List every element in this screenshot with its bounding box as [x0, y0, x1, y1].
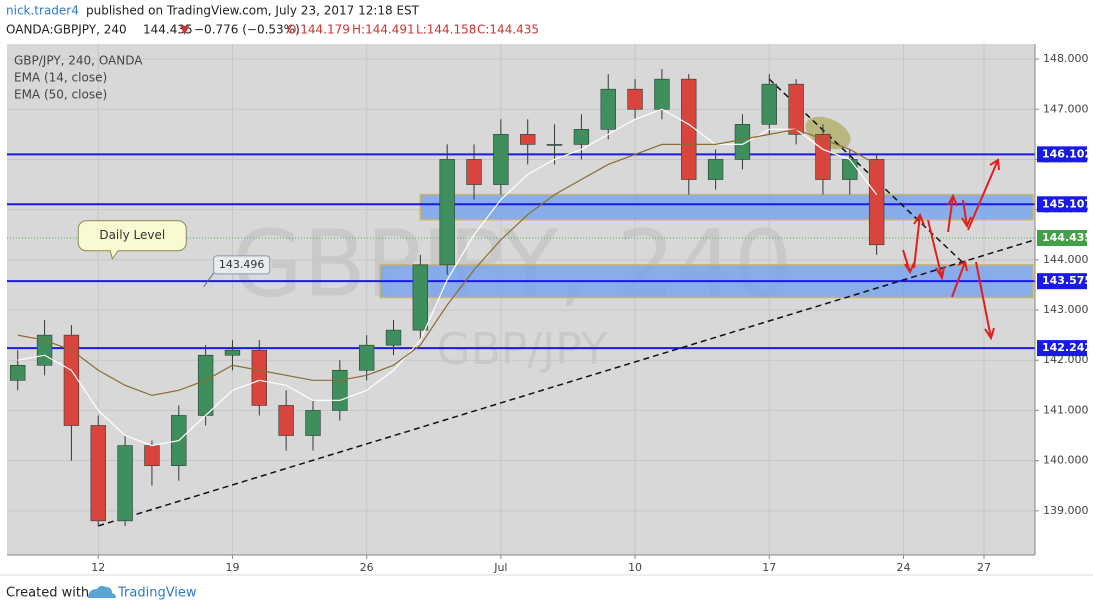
x-tick-label: 12	[91, 561, 105, 574]
candle-body	[600, 88, 616, 130]
candle-body	[493, 134, 509, 185]
y-tick-label: 139.000	[1043, 504, 1089, 517]
legend-ema50: EMA (50, close)	[14, 88, 107, 102]
candle-body	[868, 159, 885, 246]
level-label: 146.102	[1042, 147, 1092, 160]
candle-body	[520, 134, 536, 145]
x-tick-label: 17	[762, 561, 776, 574]
y-tick-label: 148.000	[1043, 52, 1089, 65]
candle-body	[197, 354, 214, 416]
candle-body	[439, 159, 455, 266]
arrow: ▼	[180, 23, 190, 37]
y-tick-label: 140.000	[1043, 454, 1089, 467]
low: L:144.158	[416, 23, 476, 37]
x-tick-label: Jul	[493, 561, 507, 574]
candle-body	[117, 445, 133, 522]
close: C:144.435	[477, 23, 539, 37]
quote-line: OANDA:GBPJPY, 240 144.435 ▼ −0.776 (−0.5…	[6, 23, 539, 37]
change: −0.776 (−0.53%)	[194, 23, 300, 37]
x-tick-label: 19	[225, 561, 239, 574]
legend-ema14: EMA (14, close)	[14, 71, 107, 85]
y-tick-label: 144.000	[1043, 253, 1089, 266]
y-tick-label: 143.000	[1043, 303, 1089, 316]
price-note-label: 143.496	[219, 258, 265, 271]
arrow	[913, 212, 925, 269]
candle-body	[761, 83, 777, 125]
candle-body	[385, 329, 402, 346]
candle-body	[842, 159, 858, 180]
x-tick-label: 27	[977, 561, 991, 574]
watermark: GBPJPY, 240	[232, 210, 793, 317]
candle-body	[707, 159, 724, 180]
level-tag	[1037, 146, 1087, 163]
logo	[88, 585, 116, 598]
candle-body	[573, 129, 590, 145]
arrow	[947, 193, 958, 233]
footer-brand[interactable]: TradingView	[117, 586, 197, 601]
candle-body	[654, 78, 670, 110]
x-tick-label: 24	[896, 561, 910, 574]
candle-body	[627, 88, 643, 110]
candle-body	[546, 144, 563, 146]
candle-body	[305, 410, 321, 436]
arrow	[967, 158, 1000, 231]
ema-line	[17, 108, 878, 447]
level-label: 142.242	[1042, 341, 1092, 354]
candle-body	[90, 425, 106, 522]
trendline	[98, 239, 1036, 527]
plot: Daily Level 143.496	[7, 44, 1036, 555]
candle-body	[144, 445, 160, 466]
candle-body	[332, 369, 348, 411]
open: O:144.179	[287, 23, 350, 37]
zone	[419, 193, 1034, 221]
level-tag	[1037, 196, 1087, 213]
callout	[77, 220, 187, 260]
price-note	[213, 255, 271, 275]
arrows	[902, 158, 1000, 341]
level-tag	[1037, 273, 1087, 290]
level-label: 145.107	[1042, 197, 1092, 210]
y-tick-label: 147.000	[1043, 102, 1089, 115]
arrow	[927, 219, 945, 281]
candle-body	[278, 405, 294, 436]
arrow	[902, 249, 915, 275]
candle-body	[412, 264, 429, 331]
arrow	[975, 261, 995, 341]
level-label: 143.575	[1042, 274, 1092, 287]
watermark-sub: GBP/JPY	[436, 324, 607, 375]
candle-body	[358, 344, 375, 371]
candle-body	[734, 124, 751, 160]
candle-body	[10, 364, 26, 381]
callout-label: Daily Level	[99, 228, 165, 242]
y-tick-label: 141.000	[1043, 403, 1089, 416]
author[interactable]: nick.trader4	[6, 4, 79, 18]
arrow	[951, 260, 968, 298]
candle-body	[251, 349, 267, 406]
arrow	[961, 199, 972, 229]
candle-body	[224, 349, 241, 356]
symbol: OANDA:GBPJPY, 240	[6, 23, 127, 37]
last: 144.435	[143, 23, 193, 37]
candle-body	[466, 159, 482, 185]
x-tick-label: 10	[628, 561, 642, 574]
candle-body	[788, 83, 804, 135]
header-line: nick.trader4 published on TradingView.co…	[6, 4, 420, 18]
ema-line	[17, 128, 877, 396]
candle-body	[681, 78, 697, 180]
published: published on TradingView.com, July 23, 2…	[86, 4, 420, 18]
price-note-pointer	[203, 272, 215, 288]
y-tick-label: 142.000	[1043, 353, 1089, 366]
last-price-tag	[1037, 230, 1087, 247]
footer-created: Created with	[6, 586, 89, 601]
legend-main: GBP/JPY, 240, OANDA	[14, 54, 143, 68]
level-tag	[1037, 340, 1087, 357]
high: H:144.491	[352, 23, 415, 37]
last-price-label: 144.435	[1042, 231, 1092, 244]
x-tick-label: 26	[360, 561, 374, 574]
candle-body	[815, 134, 831, 180]
